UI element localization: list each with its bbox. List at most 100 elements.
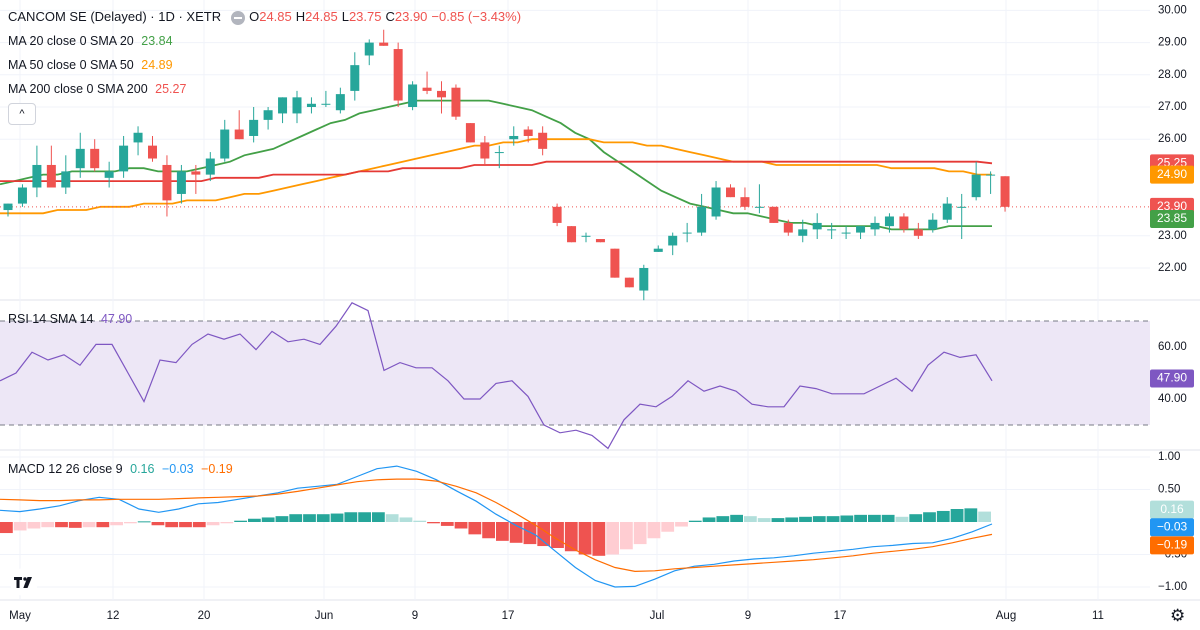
macd-histogram-bar [923,512,936,522]
macd-tick-label: 1.00 [1158,451,1180,463]
candle-body [986,174,996,176]
macd-pane [0,465,993,588]
candle-body [769,206,779,223]
macd-histogram-bar [647,522,661,539]
macd-histogram-bar [344,512,358,522]
time-tick-label: 17 [502,610,515,622]
macd-histogram-bar [551,522,564,548]
candle-body [32,164,42,188]
macd-value-tag-bg [1150,518,1194,537]
tradingview-logo[interactable] [10,568,38,596]
macd-histogram-bar [771,518,785,522]
price-tick-label: 23.00 [1158,230,1187,242]
macd-histogram-bar [27,522,41,529]
macd-histogram-bar [702,517,716,522]
candle-body [595,239,605,243]
macd-legend[interactable]: MACD 12 26 close 9 0.16 −0.03 −0.19 [8,461,237,477]
candle-body [957,206,967,208]
collapse-legend-button[interactable]: ^ [8,103,36,125]
candle-body [465,123,475,143]
candle-body [234,129,244,140]
candle-body [422,87,432,91]
macd-histogram-bar [0,522,13,534]
rsi-band [0,320,1150,426]
macd-histogram-bar [468,522,482,535]
macd-histogram-bar [785,517,799,522]
time-tick-label: 11 [1092,610,1104,622]
ma200-value: 25.27 [155,82,187,96]
macd-value-tag-label: −0.19 [1157,538,1188,552]
candle-body [46,164,56,188]
candle-body [205,158,215,175]
macd-histogram-bar [688,520,702,522]
candle-body [783,222,793,233]
close-value: 23.90 [394,9,428,24]
candle-body [668,235,678,246]
price-tag-label: 23.90 [1157,199,1187,213]
time-tick-label: Jun [315,610,334,622]
ma50-legend[interactable]: MA 50 close 0 SMA 50 24.89 [8,57,177,73]
symbol-title[interactable]: CANCOM SE (Delayed) · 1D · XETR [8,9,222,24]
macd-value-tag: −0.19 [1150,536,1194,555]
macd-histogram-bar [289,514,303,522]
macd-histogram-bar [165,522,179,528]
macd-signal-value: −0.19 [201,462,233,476]
candle-body [754,206,764,208]
candle-body [176,171,186,194]
candle-body [971,174,981,198]
macd-value-tag: 0.16 [1150,500,1194,519]
macd-value-tag-bg [1150,536,1194,555]
macd-tick-label: 0.50 [1158,484,1180,496]
macd-histogram-bar [592,522,606,556]
candle-body [682,232,692,234]
gear-icon[interactable]: ⚙ [1170,606,1186,625]
macd-histogram-bar [895,516,909,522]
candle-body [812,222,822,230]
rsi-value-tag-bg [1150,369,1194,388]
price-tag-label: 23.85 [1157,211,1187,225]
candle-body [639,268,649,291]
macd-hist-value: 0.16 [130,462,155,476]
ma200-legend[interactable]: MA 200 close 0 SMA 200 25.27 [8,81,190,97]
candle-body [321,103,331,105]
macd-histogram-bar [757,518,771,522]
candle-body [928,219,938,230]
candle-body [162,164,172,201]
price-tag-bg [1150,210,1194,229]
candle-body [119,145,129,172]
time-tick-label: 17 [834,610,847,622]
macd-histogram-bar [854,514,867,522]
macd-histogram-bar [482,522,495,539]
candle-body [942,203,952,220]
candle-body [726,187,735,198]
rsi-tick-label: 40.00 [1158,393,1187,405]
macd-histogram-bar [633,522,647,545]
candle-body [220,129,230,159]
candle-body [408,84,418,107]
macd-histogram-bar [220,522,234,524]
candle-body [379,42,389,46]
symbol-legend: CANCOM SE (Delayed) · 1D · XETR O24.85 H24… [8,9,525,25]
close-label: C [385,9,395,24]
rsi-legend[interactable]: RSI 14 SMA 14 47.90 [8,311,136,327]
macd-histogram-bar [261,517,275,522]
macd-histogram-bar [234,520,247,522]
candle-body [292,97,302,114]
macd-histogram-bar [950,509,964,522]
candle-body [1000,176,1010,207]
candle-body [899,216,909,230]
candle-body [841,232,851,234]
candle-body [364,42,374,56]
rsi-value-tag-label: 47.90 [1157,371,1187,385]
candle-body [191,171,201,175]
high-value: 24.85 [305,9,338,24]
macd-histogram-bar [496,522,509,541]
ma20-legend[interactable]: MA 20 close 0 SMA 20 23.84 [8,33,177,49]
visibility-toggle-icon[interactable] [231,10,246,25]
macd-histogram-bar [206,522,220,526]
candles [3,29,1010,301]
candle-body [104,171,114,178]
time-tick-label: 20 [198,610,211,622]
candle-body [581,235,591,237]
